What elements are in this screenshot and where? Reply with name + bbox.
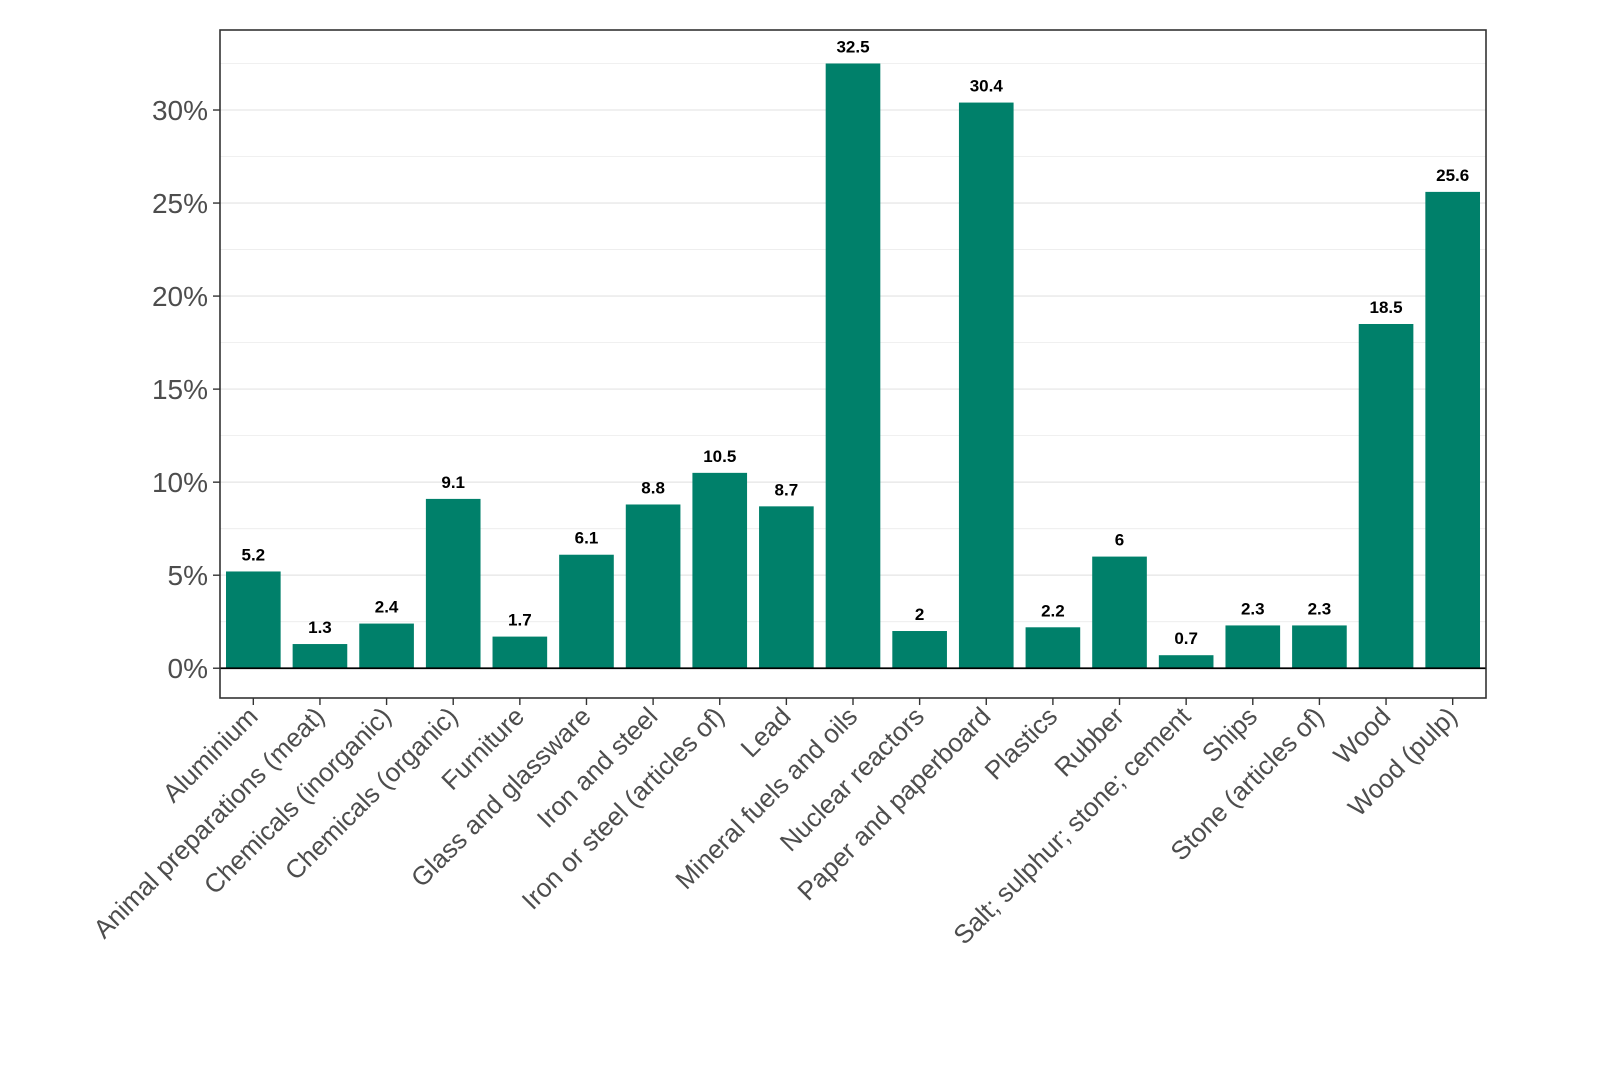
bar (1025, 627, 1081, 669)
bar (225, 571, 281, 669)
y-tick-label: 5% (168, 560, 208, 591)
bar (1292, 625, 1347, 669)
data-label: 18.5 (1370, 298, 1403, 317)
data-label: 30.4 (970, 77, 1004, 96)
bar (425, 498, 481, 669)
bar (559, 554, 614, 669)
bar (1425, 191, 1481, 669)
data-label: 1.7 (508, 611, 532, 630)
bar (958, 102, 1014, 669)
data-label: 8.8 (641, 478, 665, 497)
x-tick-label: Lead (734, 701, 796, 763)
data-label: 2 (915, 605, 924, 624)
x-tick-label: Plastics (979, 701, 1064, 786)
data-label: 2.3 (1241, 599, 1265, 618)
y-tick-label: 10% (152, 467, 208, 498)
bar (625, 504, 681, 669)
bar (692, 472, 748, 669)
data-label: 0.7 (1174, 629, 1198, 648)
y-tick-label: 0% (168, 653, 208, 684)
bars (225, 63, 1481, 669)
bar (1092, 556, 1147, 669)
y-tick-label: 30% (152, 95, 208, 126)
data-label: 6 (1115, 531, 1124, 550)
y-tick-label: 25% (152, 188, 208, 219)
bar (1358, 323, 1414, 669)
bar (1225, 625, 1281, 669)
data-labels: 5.2 1.3 2.4 9.1 1.7 6.1 8.8 10.5 8.7 32.5 2 30.4 2.2… (241, 37, 1469, 648)
data-label: 2.2 (1041, 601, 1065, 620)
data-label: 5.2 (241, 545, 265, 564)
bar (892, 631, 947, 669)
y-tick-label: 15% (152, 374, 208, 405)
data-label: 10.5 (703, 447, 736, 466)
data-label: 25.6 (1436, 166, 1469, 185)
bar (292, 644, 348, 669)
data-label: 2.3 (1308, 599, 1332, 618)
data-label: 8.7 (775, 480, 799, 499)
data-label: 1.3 (308, 618, 332, 637)
bar (359, 623, 414, 669)
bar (759, 506, 814, 669)
y-tick-label: 20% (152, 281, 208, 312)
data-label: 9.1 (441, 473, 465, 492)
bar (1158, 655, 1214, 669)
data-label: 2.4 (375, 598, 399, 617)
y-axis: 0% 5% 10% 15% 20% 25% 30% (152, 95, 220, 684)
bar (825, 63, 881, 669)
bar (492, 636, 548, 669)
data-label: 6.1 (575, 529, 599, 548)
data-label: 32.5 (836, 37, 869, 56)
